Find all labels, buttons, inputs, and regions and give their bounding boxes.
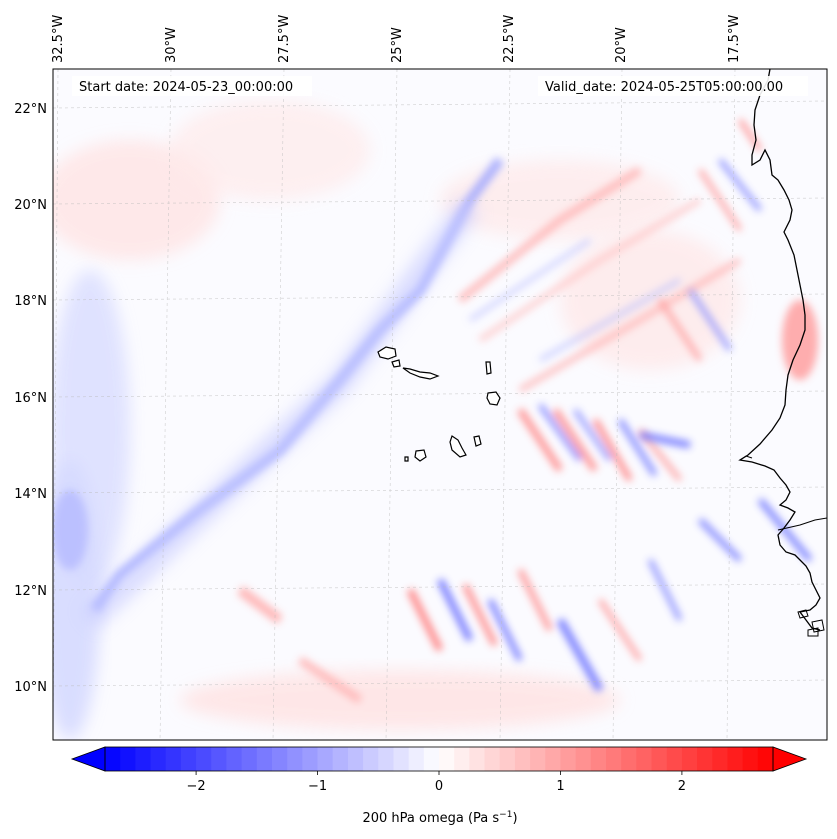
gridlines (53, 69, 827, 740)
start-date-label: Start date: 2024-05-23_00:00:00 (79, 80, 293, 95)
lat-label: 10°N (14, 680, 47, 695)
lon-label: 22.5°W (502, 15, 517, 63)
colorbar-segment (757, 747, 774, 771)
colorbar-label-text: 200 hPa omega (Pa s (362, 811, 499, 826)
island-sal (485, 361, 492, 375)
lon-label: 25°W (390, 27, 405, 63)
colorbar-segment (317, 747, 334, 771)
gambia-coast (777, 517, 827, 531)
colorbar-segment (272, 747, 288, 771)
dakar-peninsula (739, 455, 753, 461)
colorbar-segment (226, 747, 243, 771)
colorbar-segment (575, 747, 592, 771)
colorbar-segment (651, 747, 668, 771)
lon-label: 32.5°W (51, 15, 66, 63)
lat-label: 20°N (14, 198, 47, 213)
lat-label: 18°N (14, 294, 47, 309)
colorbar-segment (211, 747, 228, 771)
colorbar-segment (150, 747, 167, 771)
colorbar-label-sup: −1 (499, 810, 512, 820)
colorbar-segment (256, 747, 273, 771)
colorbar-segment (697, 747, 713, 771)
date-annotations: Start date: 2024-05-23_00:00:00 Valid_da… (72, 76, 808, 96)
colorbar-tick-label: 1 (556, 779, 564, 794)
colorbar-segment (545, 747, 562, 771)
island-boa-vista (486, 391, 501, 406)
colorbar-extend-low (70, 746, 106, 772)
colorbar-segment (636, 747, 653, 771)
colorbar-segment (363, 747, 379, 771)
colorbar-label-close: ) (512, 811, 517, 826)
colorbar-segment (439, 747, 455, 771)
colorbar-segment (469, 747, 486, 771)
colorbar-tick-label: 2 (678, 779, 686, 794)
colorbar-segment (302, 747, 319, 771)
lat-label: 14°N (14, 487, 47, 502)
colorbar-segment (681, 747, 698, 771)
lat-labels: 22°N 20°N 18°N 16°N 14°N 12°N 10°N (14, 102, 47, 695)
lat-label: 12°N (14, 584, 47, 599)
colorbar-segment (712, 747, 729, 771)
colorbar-segment (120, 747, 136, 771)
colorbar-segment (499, 747, 516, 771)
colorbar-tick-label: −2 (187, 779, 206, 794)
lon-label: 30°W (164, 27, 179, 63)
lon-label: 27.5°W (277, 15, 292, 63)
colorbar-segment (606, 747, 622, 771)
colorbar-segment (332, 747, 349, 771)
colorbar-segment (742, 747, 759, 771)
cape-verde-islands (377, 346, 501, 462)
colorbar-segment (484, 747, 501, 771)
lat-label: 16°N (14, 391, 47, 406)
lon-labels: 32.5°W 30°W 27.5°W 25°W 22.5°W 20°W 17.5°W (51, 15, 742, 63)
colorbar-segment (165, 747, 182, 771)
map-panel (53, 69, 827, 740)
colorbar-tick-label: −1 (308, 779, 327, 794)
island-sao-nicolau (402, 367, 440, 380)
colorbar-segment (347, 747, 364, 771)
island-santiago (449, 435, 467, 458)
colorbar-segment (105, 747, 121, 771)
colorbar-segment (241, 747, 258, 771)
island-sao-vicente (391, 359, 401, 368)
island-brava (404, 456, 409, 462)
island-fogo (414, 449, 427, 462)
colorbar-segment (393, 747, 410, 771)
colorbar-segment (196, 747, 212, 771)
colorbar-tick-label: 0 (435, 779, 443, 794)
lon-label: 20°W (614, 27, 629, 63)
colorbar-segment (590, 747, 607, 771)
colorbar-label: 200 hPa omega (Pa s−1) (362, 810, 517, 826)
colorbar-segment (454, 747, 470, 771)
colorbar-segment (727, 747, 744, 771)
colorbar-segment (621, 747, 637, 771)
colorbar-segment (378, 747, 395, 771)
colorbar-extend-high (772, 746, 808, 772)
colorbar-segment (530, 747, 546, 771)
island-maio (473, 435, 482, 447)
colorbar-segment (135, 747, 152, 771)
guinea-bissau-islands (797, 609, 825, 637)
colorbar-segment (666, 747, 683, 771)
colorbar-segment (287, 747, 303, 771)
valid-date-label: Valid_date: 2024-05-25T05:00:00.00 (545, 80, 783, 95)
colorbar-segment (408, 747, 425, 771)
island-santo-antao (377, 346, 397, 360)
colorbar-segment (423, 747, 440, 771)
lon-label: 17.5°W (727, 15, 742, 63)
map-frame (52, 68, 828, 741)
colorbar-segment (180, 747, 197, 771)
africa-coastline (738, 69, 821, 631)
colorbar-segment (560, 747, 577, 771)
lat-label: 22°N (14, 102, 47, 117)
colorbar-segment (514, 747, 531, 771)
